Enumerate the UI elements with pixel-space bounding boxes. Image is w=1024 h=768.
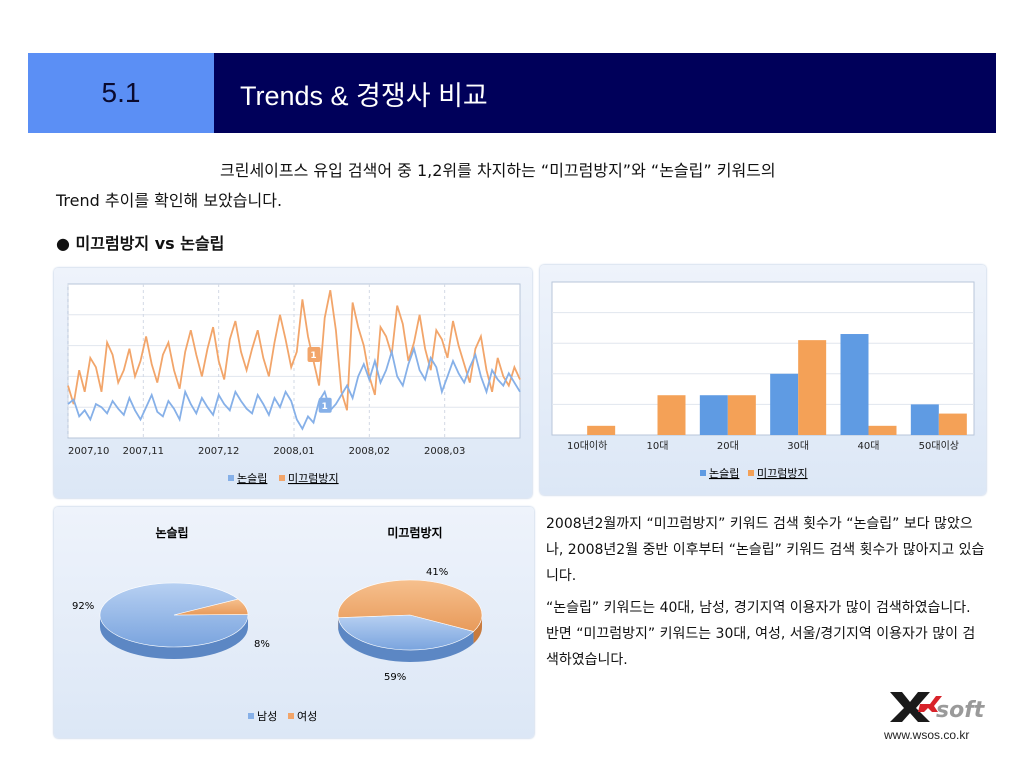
pie-side bbox=[338, 617, 474, 662]
logo-text: soft bbox=[936, 698, 986, 723]
gender-pie-charts-panel: 논슬립 미끄럼방지 92% 8% 41% 59% 남성 여성 bbox=[54, 507, 534, 738]
x-tick-labels: 2007,10 2007,11 2007,12 2008,01 2008,02 2008,… bbox=[68, 446, 465, 457]
bars bbox=[587, 334, 967, 435]
analysis-text: 2008년2월까지 “미끄럼방지” 키워드 검색 횟수가 “논슬립” 보다 많았… bbox=[546, 511, 986, 679]
bullet-icon: ● bbox=[56, 234, 70, 253]
x-tick-label: 10대 bbox=[647, 440, 669, 452]
legend-swatch-antislip bbox=[748, 470, 754, 476]
annotation-marker bbox=[318, 397, 332, 413]
legend-label-antislip: 미끄럼방지 bbox=[288, 472, 339, 485]
bar bbox=[798, 340, 827, 435]
annotations: 11 bbox=[307, 347, 332, 413]
bar bbox=[910, 404, 939, 435]
annotation-label: 1 bbox=[310, 351, 316, 361]
x-tick-labels: 10대이하 10대 20대 30대 40대 50대이상 bbox=[567, 439, 959, 452]
intro-line-1: 크린세이프스 유입 검색어 중 1,2위를 차지하는 “미끄럼방지”와 “논슬립… bbox=[220, 161, 776, 180]
grid-lines bbox=[552, 312, 974, 405]
pie-side bbox=[100, 615, 248, 659]
legend-swatch-nonslip bbox=[228, 475, 234, 481]
pie-label-nonslip-female: 8% bbox=[254, 639, 270, 650]
legend-label-antislip: 미끄럼방지 bbox=[757, 467, 808, 480]
legend-swatch-antislip bbox=[279, 475, 285, 481]
age-bar-chart-panel: 10대이하 10대 20대 30대 40대 50대이상 논슬립 미끄럼방지 bbox=[540, 265, 986, 495]
x-tick-label: 2008,03 bbox=[424, 446, 465, 457]
pie-nonslip bbox=[99, 582, 249, 659]
intro-line-2: Trend 추이를 확인해 보았습니다. bbox=[56, 191, 283, 210]
website-url: www.wsos.co.kr bbox=[884, 728, 970, 742]
bar bbox=[587, 425, 616, 435]
plot-background bbox=[551, 281, 975, 436]
bar bbox=[699, 395, 728, 435]
bar bbox=[840, 334, 869, 435]
legend-label-female: 여성 bbox=[297, 710, 317, 723]
legend-swatch-nonslip bbox=[700, 470, 706, 476]
analysis-paragraph-2: “논슬립” 키워드는 40대, 남성, 경기지역 이용자가 많이 검색하였습니다… bbox=[546, 600, 976, 668]
logo-r-mark bbox=[918, 696, 942, 712]
x-tick-label: 2008,01 bbox=[273, 446, 314, 457]
pie-slice bbox=[337, 614, 475, 651]
section-number: 5.1 bbox=[28, 53, 214, 133]
bar bbox=[657, 395, 686, 435]
legend-label-nonslip: 논슬립 bbox=[237, 472, 267, 485]
pie-antislip bbox=[337, 579, 483, 662]
series-lines bbox=[67, 290, 521, 431]
x-tick-label: 2007,10 bbox=[68, 446, 109, 457]
bar bbox=[727, 395, 756, 435]
section-heading: ● 미끄럼방지 vs 논슬립 bbox=[56, 230, 224, 254]
pie-slice bbox=[337, 579, 483, 632]
legend-label-nonslip: 논슬립 bbox=[709, 467, 739, 480]
series-line bbox=[67, 345, 521, 431]
trend-line-chart: 11 2007,10 2007,11 2007,12 2008,01 2008,02 20… bbox=[67, 283, 521, 485]
pie-side bbox=[473, 615, 482, 644]
legend-swatch-male bbox=[248, 713, 254, 719]
analysis-paragraph-1: 2008년2월까지 “미끄럼방지” 키워드 검색 횟수가 “논슬립” 보다 많았… bbox=[546, 516, 985, 584]
xr-soft-logo: soft bbox=[890, 692, 986, 723]
pie-slice bbox=[173, 598, 249, 616]
x-tick-label: 20대 bbox=[717, 440, 739, 452]
pie-legend: 남성 여성 bbox=[248, 710, 317, 723]
age-bar-chart: 10대이하 10대 20대 30대 40대 50대이상 논슬립 미끄럼방지 bbox=[551, 281, 975, 480]
x-tick-label: 2007,11 bbox=[123, 446, 164, 457]
page-title: Trends & 경쟁사 비교 bbox=[214, 53, 996, 133]
pie-label-antislip-male: 41% bbox=[426, 567, 448, 578]
legend-swatch-female bbox=[288, 713, 294, 719]
x-tick-label: 50대이상 bbox=[919, 440, 959, 452]
x-tick-label: 2008,02 bbox=[349, 446, 390, 457]
x-tick-label: 2007,12 bbox=[198, 446, 239, 457]
annotation-label: 1 bbox=[322, 402, 328, 412]
annotation-marker bbox=[307, 347, 321, 362]
logo-x-mark bbox=[890, 692, 930, 722]
gender-pie-charts: 논슬립 미끄럼방지 92% 8% 41% 59% 남성 여성 bbox=[72, 525, 483, 723]
chart-legend: 논슬립 미끄럼방지 bbox=[228, 472, 339, 485]
bar bbox=[938, 413, 967, 435]
x-tick-label: 40대 bbox=[858, 440, 880, 452]
intro-text: 크린세이프스 유입 검색어 중 1,2위를 차지하는 “미끄럼방지”와 “논슬립… bbox=[56, 156, 986, 216]
bar bbox=[868, 425, 897, 435]
section-heading-text: 미끄럼방지 vs 논슬립 bbox=[75, 234, 225, 253]
pie-title-antislip: 미끄럼방지 bbox=[387, 525, 442, 540]
bar bbox=[770, 373, 799, 435]
x-tick-label: 30대 bbox=[787, 440, 809, 452]
pie-label-antislip-female: 59% bbox=[384, 672, 406, 683]
chart-legend: 논슬립 미끄럼방지 bbox=[700, 467, 808, 480]
legend-label-male: 남성 bbox=[257, 710, 277, 723]
pie-title-nonslip: 논슬립 bbox=[155, 526, 188, 540]
pie-label-nonslip-male: 92% bbox=[72, 601, 94, 612]
x-tick-label: 10대이하 bbox=[567, 439, 607, 452]
series-line bbox=[67, 290, 521, 411]
